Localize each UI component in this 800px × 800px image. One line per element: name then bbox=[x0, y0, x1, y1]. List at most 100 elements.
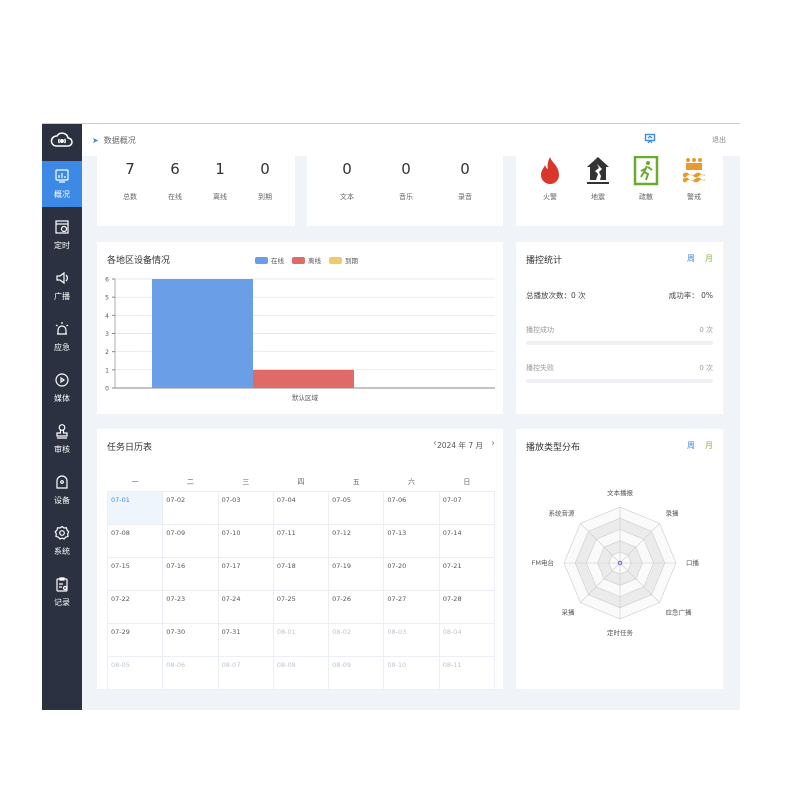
calendar-day[interactable]: 08-08 bbox=[272, 655, 330, 690]
calendar-day[interactable]: 07-27 bbox=[383, 589, 440, 624]
alarm-label: 警戒 bbox=[687, 193, 701, 201]
stamp-icon bbox=[54, 423, 70, 441]
sidebar-item-label: 概况 bbox=[54, 190, 70, 199]
bar-离线[interactable] bbox=[253, 369, 354, 388]
calendar-day[interactable]: 07-11 bbox=[272, 523, 330, 558]
alarm-3[interactable]: 疏散 bbox=[626, 156, 666, 202]
play-stats-title: 播控统计 bbox=[526, 256, 563, 266]
calendar-day[interactable]: 07-14 bbox=[438, 523, 496, 558]
calendar-row: 07-15 07-16 07-17 07-18 07-19 07-20 07-21 bbox=[106, 556, 496, 591]
alarm-4[interactable]: 警戒 bbox=[674, 156, 714, 202]
calendar-day[interactable]: 08-03 bbox=[383, 622, 440, 657]
y-tick-label: 2 bbox=[105, 349, 109, 356]
calendar-day[interactable]: 07-01 bbox=[106, 490, 164, 525]
calendar-day[interactable]: 08-05 bbox=[106, 655, 164, 690]
sidebar-item-1[interactable]: 概况 bbox=[42, 161, 82, 207]
week-toggle[interactable]: 周 bbox=[687, 254, 695, 263]
sidebar-item-label: 媒体 bbox=[54, 394, 70, 403]
legend-item[interactable]: 到期 bbox=[329, 255, 358, 265]
calendar-day[interactable]: 07-13 bbox=[383, 523, 440, 558]
y-tick-label: 3 bbox=[105, 331, 109, 338]
radar-month-toggle[interactable]: 月 bbox=[705, 441, 713, 450]
calendar-day[interactable]: 08-10 bbox=[383, 655, 440, 690]
calendar-day[interactable]: 08-09 bbox=[328, 655, 385, 690]
sidebar-item-5[interactable]: 媒体 bbox=[42, 365, 82, 411]
legend-item[interactable]: 在线 bbox=[255, 255, 284, 265]
stat-value: 7 bbox=[125, 160, 135, 178]
calendar-day[interactable]: 07-26 bbox=[328, 589, 385, 624]
legend-item[interactable]: 离线 bbox=[292, 255, 321, 265]
calendar-day[interactable]: 07-18 bbox=[272, 556, 330, 591]
calendar-day[interactable]: 07-06 bbox=[383, 490, 440, 525]
fail-label: 播控失败 bbox=[526, 364, 554, 372]
calendar-day[interactable]: 08-02 bbox=[328, 622, 385, 657]
calendar-day[interactable]: 07-19 bbox=[328, 556, 385, 591]
sidebar-item-label: 设备 bbox=[54, 496, 70, 505]
calendar-day[interactable]: 08-06 bbox=[162, 655, 219, 690]
chart-title: 各地区设备情况 bbox=[107, 256, 171, 266]
legend-swatch bbox=[329, 256, 342, 264]
calendar-day[interactable]: 07-02 bbox=[162, 490, 219, 525]
sidebar-item-8[interactable]: 系统 bbox=[42, 518, 82, 564]
alarm-1[interactable]: 火警 bbox=[530, 156, 570, 202]
calendar-day[interactable]: 07-23 bbox=[162, 589, 219, 624]
logout-button[interactable]: 退出 bbox=[712, 136, 726, 144]
play-stats-card: 播控统计 周 月 总播放次数：0 次 成功率： 0% 播控成功 0 次 播控失败… bbox=[516, 242, 723, 414]
radar-week-toggle[interactable]: 周 bbox=[687, 441, 695, 450]
calendar-day[interactable]: 07-21 bbox=[438, 556, 496, 591]
calendar-day[interactable]: 07-15 bbox=[106, 556, 164, 591]
calendar-day[interactable]: 07-20 bbox=[383, 556, 440, 591]
calendar-day[interactable]: 07-25 bbox=[272, 589, 330, 624]
next-month-button[interactable]: › bbox=[491, 438, 495, 449]
y-tick-label: 6 bbox=[105, 277, 109, 284]
sidebar-item-7[interactable]: 设备 bbox=[42, 467, 82, 513]
calendar-day[interactable]: 07-30 bbox=[162, 622, 219, 657]
stat-label: 音乐 bbox=[399, 193, 413, 201]
calendar-day[interactable]: 07-08 bbox=[106, 523, 164, 558]
calendar-day[interactable]: 07-16 bbox=[162, 556, 219, 591]
bar-在线[interactable] bbox=[152, 279, 253, 388]
calendar-day[interactable]: 07-12 bbox=[328, 523, 385, 558]
calendar-day[interactable]: 07-09 bbox=[162, 523, 219, 558]
calendar-day[interactable]: 07-29 bbox=[106, 622, 164, 657]
y-tick-label: 0 bbox=[105, 386, 109, 393]
calendar-day[interactable]: 07-04 bbox=[272, 490, 330, 525]
calendar-day[interactable]: 08-04 bbox=[438, 622, 496, 657]
weekday-label: 二 bbox=[186, 478, 194, 487]
calendar-day[interactable]: 07-17 bbox=[217, 556, 274, 591]
calendar-day[interactable]: 07-07 bbox=[438, 490, 496, 525]
weekday-label: 三 bbox=[242, 478, 250, 487]
calendar-day[interactable]: 07-28 bbox=[438, 589, 496, 624]
top-bar: ➤ 数据概况 退出 bbox=[82, 124, 740, 156]
alarm-light-icon bbox=[54, 321, 70, 339]
radar-indicator-label: 定时任务 bbox=[607, 628, 634, 637]
sidebar-item-3[interactable]: 广播 bbox=[42, 263, 82, 309]
radar-indicator-label: 录播 bbox=[665, 509, 679, 518]
sidebar-item-4[interactable]: 应急 bbox=[42, 314, 82, 360]
legend-label: 到期 bbox=[345, 257, 358, 265]
sidebar-item-2[interactable]: 定时 bbox=[42, 212, 82, 258]
weekday-label: 五 bbox=[352, 478, 360, 487]
prev-month-button[interactable]: ‹ bbox=[433, 438, 437, 449]
sidebar-item-9[interactable]: 记录 bbox=[42, 569, 82, 615]
calendar-day[interactable]: 07-22 bbox=[106, 589, 164, 624]
weekday-label: 四 bbox=[297, 478, 305, 487]
calendar-day[interactable]: 07-24 bbox=[217, 589, 274, 624]
alarm-label: 疏散 bbox=[639, 193, 653, 201]
calendar-day[interactable]: 08-11 bbox=[438, 655, 496, 690]
sidebar-item-6[interactable]: 审核 bbox=[42, 416, 82, 462]
weekday-label: 一 bbox=[131, 478, 139, 487]
calendar-day[interactable]: 07-10 bbox=[217, 523, 274, 558]
calendar-day[interactable]: 08-01 bbox=[272, 622, 330, 657]
month-toggle[interactable]: 月 bbox=[705, 254, 713, 263]
calendar-day[interactable]: 08-07 bbox=[217, 655, 274, 690]
screen-display-icon[interactable] bbox=[644, 133, 656, 147]
legend-swatch bbox=[255, 256, 268, 264]
calendar-day[interactable]: 07-05 bbox=[328, 490, 385, 525]
calendar-day[interactable]: 07-31 bbox=[217, 622, 274, 657]
alarm-2[interactable]: 地震 bbox=[578, 156, 618, 202]
radar-indicator-label: 文本播报 bbox=[607, 488, 634, 497]
radar-indicator-label: FM电台 bbox=[532, 558, 554, 567]
app-window: 概况 定时 广播 应急 媒体 审核 设备 系统 记录 ➤ 数据概况 退出 7 总数 6 在线 1 离线 0 到… bbox=[42, 123, 740, 710]
calendar-day[interactable]: 07-03 bbox=[217, 490, 274, 525]
